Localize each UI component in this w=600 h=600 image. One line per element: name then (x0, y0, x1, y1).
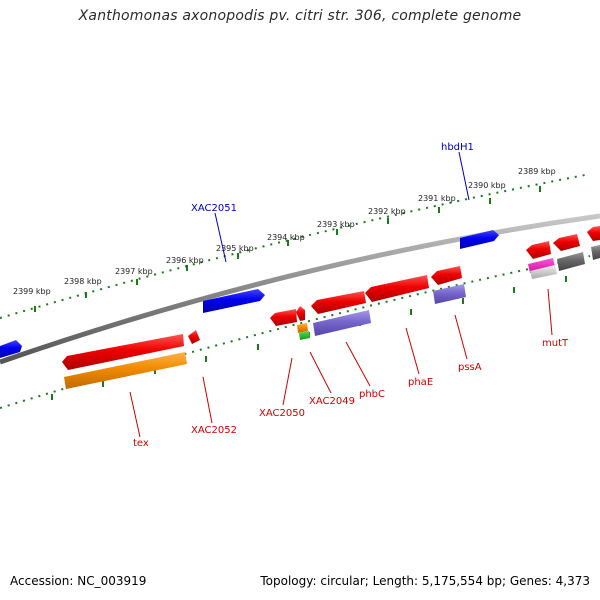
leader-line-tex (129, 391, 141, 438)
reverse-genes (62, 226, 600, 370)
gene-label-pssA[interactable]: pssA (458, 362, 482, 373)
leader-line-phbC (345, 341, 371, 387)
gene-feature-pssA[interactable] (431, 266, 462, 285)
scale-label: 2398 kbp (64, 277, 102, 286)
gene-feature-mutT-b[interactable] (553, 234, 580, 251)
leader-line-XAC2052 (202, 376, 213, 424)
gene-feature-XAC2051[interactable] (203, 289, 265, 313)
label-leaders (129, 151, 553, 438)
gene-label-mutT[interactable]: mutT (542, 338, 569, 349)
gene-feature-XAC2052[interactable] (188, 330, 200, 344)
misc-feature-XAC2049[interactable] (299, 331, 310, 340)
gene-feature-XAC2050[interactable] (270, 309, 297, 326)
forward-genes (0, 230, 499, 358)
unknown-feature-mutT-c[interactable] (557, 252, 585, 271)
secondary-features (64, 245, 600, 389)
upper-scale-track (0, 173, 591, 319)
gene-feature-phbC[interactable] (311, 291, 366, 314)
domain-feature-phaE[interactable] (433, 284, 466, 304)
topology-summary: Topology: circular; Length: 5,175,554 bp… (260, 574, 590, 588)
unknown-feature-right-edge[interactable] (591, 245, 600, 260)
domain-feature-phbC[interactable] (313, 310, 371, 336)
gene-label-hbdH1[interactable]: hbdH1 (441, 142, 474, 153)
scale-label: 2389 kbp (518, 167, 556, 176)
gene-label-XAC2052[interactable]: XAC2052 (191, 425, 237, 436)
gene-label-XAC2050[interactable]: XAC2050 (259, 408, 305, 419)
scale-label: 2399 kbp (13, 287, 51, 296)
gene-feature-hbdH1[interactable] (460, 230, 499, 249)
genome-backbone (0, 213, 600, 365)
rna-feature-XAC2050[interactable] (297, 323, 308, 333)
gene-feature-left-edge[interactable] (0, 340, 22, 358)
genome-title: Xanthomonas axonopodis pv. citri str. 30… (78, 8, 522, 24)
gene-label-tex[interactable]: tex (133, 438, 149, 449)
scale-label: 2397 kbp (115, 267, 153, 276)
gene-label-phaE[interactable]: phaE (408, 377, 433, 388)
leader-line-mutT (547, 288, 553, 336)
leader-line-hbdH1 (458, 151, 470, 201)
accession-label: Accession: NC_003919 (10, 574, 147, 588)
gene-feature-XAC2049[interactable] (296, 306, 305, 321)
gene-label-XAC2049[interactable]: XAC2049 (309, 396, 355, 407)
gene-feature-tex[interactable] (62, 334, 184, 370)
scale-label: 2390 kbp (468, 181, 506, 190)
scale-label: 2394 kbp (267, 233, 305, 242)
leader-line-phaE (405, 327, 420, 375)
gene-label-XAC2051[interactable]: XAC2051 (191, 203, 237, 214)
scale-labels: 2399 kbp 2398 kbp 2397 kbp 2396 kbp 2395… (13, 167, 556, 296)
misc-feature-mutT-a[interactable] (528, 258, 555, 273)
gene-feature-mutT-a[interactable] (526, 241, 551, 259)
gene-feature-right-edge[interactable] (587, 226, 600, 241)
rna-feature-tex[interactable] (64, 352, 187, 389)
gene-feature-phaE[interactable] (365, 275, 429, 302)
gene-label-phbC[interactable]: phbC (359, 389, 385, 400)
leader-line-pssA (454, 314, 468, 360)
scale-label: 2392 kbp (368, 207, 406, 216)
scale-label: 2391 kbp (418, 194, 456, 203)
scale-label: 2393 kbp (317, 220, 355, 229)
leader-line-XAC2049 (309, 351, 332, 394)
leader-line-XAC2051 (214, 212, 227, 263)
scale-label: 2395 kbp (216, 244, 254, 253)
leader-line-XAC2050 (282, 357, 293, 406)
gene-labels: XAC2051 hbdH1 tex XAC2052 XAC2050 XAC204… (133, 142, 569, 449)
scale-label: 2396 kbp (166, 256, 204, 265)
misc-feature-mutT-b[interactable] (530, 265, 557, 279)
